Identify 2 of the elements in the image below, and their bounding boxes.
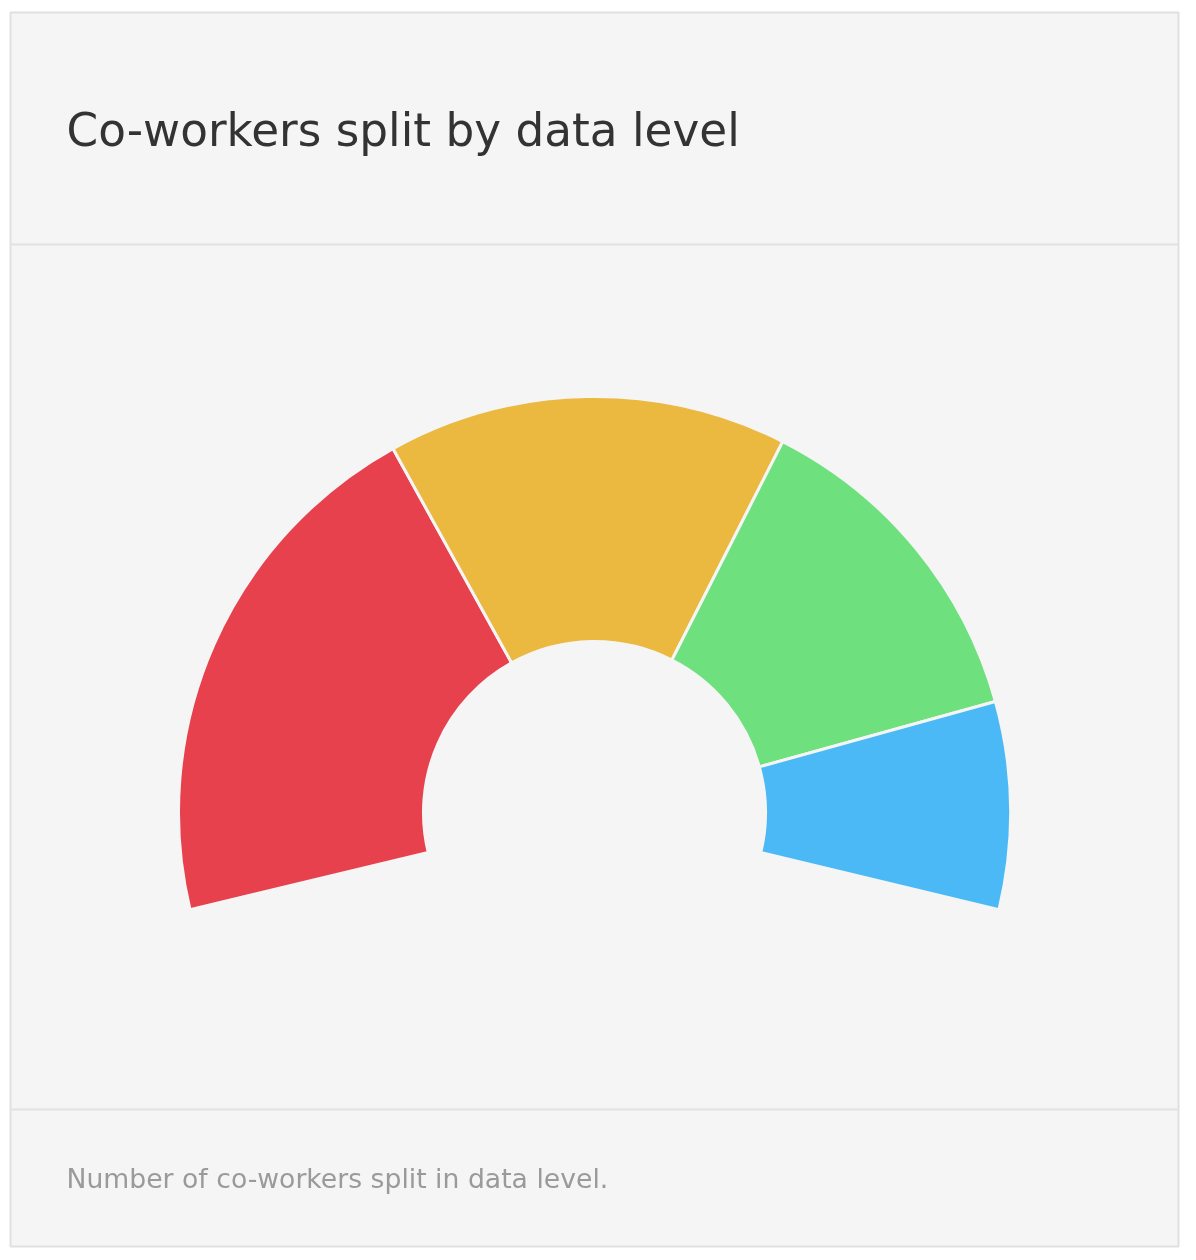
text: Number of co-workers split in data level.	[66, 1163, 609, 1194]
chart-title: Co-workers split by data level	[66, 104, 740, 157]
